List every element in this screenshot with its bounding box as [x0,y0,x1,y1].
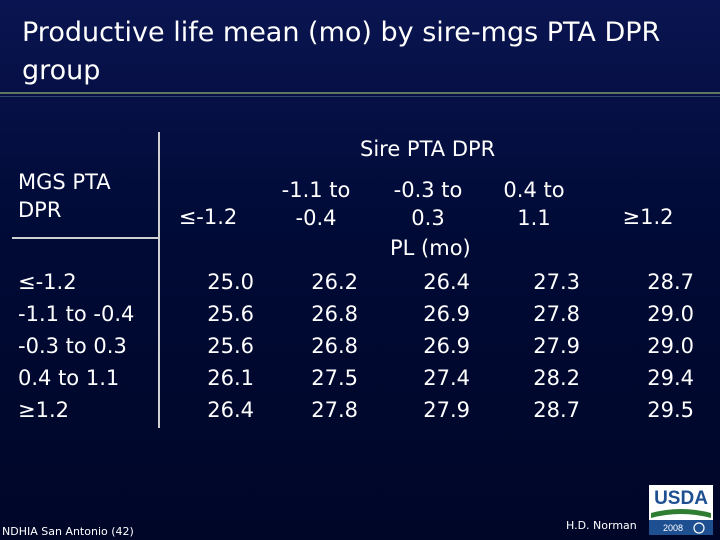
footer-source: NDHIA San Antonio (42) [2,525,134,538]
table-cell: 29.0 [647,334,694,358]
table-cell: 26.8 [311,302,358,326]
table-cell: 27.4 [423,366,470,390]
usda-logo: USDA 2008 [649,485,713,535]
row-label: -1.1 to -0.4 [18,302,135,326]
logo-emblem-icon [693,522,705,534]
logo-year: 2008 [663,523,683,533]
table-cell: 26.2 [311,270,358,294]
usda-wordmark: USDA [654,488,708,509]
table-cell: 27.9 [423,398,470,422]
column-header: -1.1 to -0.4 [281,178,351,230]
table-cell: 29.4 [647,366,694,390]
table-cell: 26.4 [423,270,470,294]
title-divider-secondary [0,96,720,97]
table-cell: 27.8 [311,398,358,422]
row-label: -0.3 to 0.3 [18,334,127,358]
row-label: ≥1.2 [18,398,69,422]
column-header: ≥1.2 [622,205,674,229]
logo-swoosh [651,509,711,518]
table-cell: 27.8 [533,302,580,326]
column-header: ≤-1.2 [178,205,238,229]
title-divider [0,92,720,94]
column-header: 0.4 to 1.1 [503,178,565,230]
mgs-pta-header: MGS PTA DPR [18,170,111,222]
slide-title: Productive life mean (mo) by sire-mgs PT… [22,17,661,86]
unit-label: PL (mo) [390,236,471,260]
table-cell: 26.1 [207,366,254,390]
table-cell: 28.7 [647,270,694,294]
table-cell: 25.0 [207,270,254,294]
table-cell: 27.5 [311,366,358,390]
column-header: -0.3 to 0.3 [393,178,463,230]
table-cell: 26.8 [311,334,358,358]
table-cell: 25.6 [207,302,254,326]
row-label: ≤-1.2 [18,270,77,294]
row-label: 0.4 to 1.1 [18,366,120,390]
table-cell: 26.9 [423,334,470,358]
table-cell: 27.9 [533,334,580,358]
table-vertical-rule [158,132,160,428]
table-cell: 26.4 [207,398,254,422]
table-horizontal-rule [12,237,160,239]
sire-pta-header: Sire PTA DPR [360,137,496,161]
table-cell: 26.9 [423,302,470,326]
table-cell: 28.7 [533,398,580,422]
footer-author: H.D. Norman [566,519,637,532]
table-cell: 29.5 [647,398,694,422]
table-cell: 29.0 [647,302,694,326]
table-cell: 28.2 [533,366,580,390]
table-cell: 25.6 [207,334,254,358]
table-cell: 27.3 [533,270,580,294]
